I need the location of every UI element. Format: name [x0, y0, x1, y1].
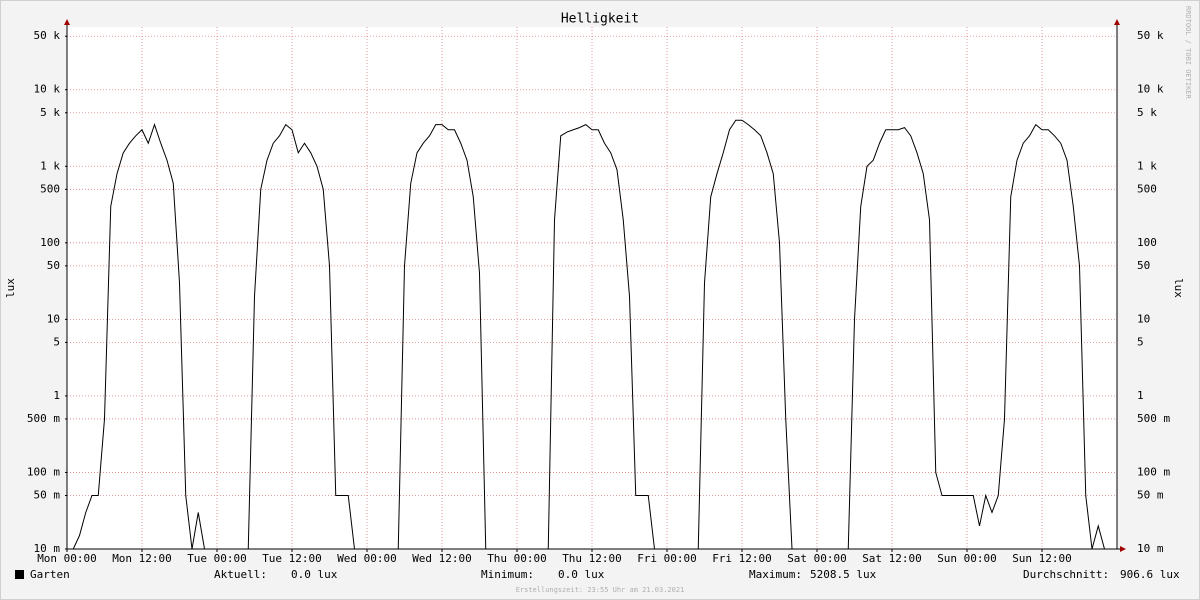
- x-tick-label: Fri 00:00: [637, 552, 697, 565]
- y2-tick-label: 10 m: [1137, 542, 1164, 555]
- x-tick-label: Tue 00:00: [187, 552, 247, 565]
- y2-tick-label: 5: [1137, 335, 1144, 348]
- y2-tick-label: 500 m: [1137, 412, 1170, 425]
- y2-tick-label: 10: [1137, 312, 1150, 325]
- footer: Erstellungszeit: 23:55 Uhr am 21.03.2021: [516, 586, 685, 594]
- y-tick-label: 50 m: [34, 488, 61, 501]
- x-tick-label: Mon 12:00: [112, 552, 172, 565]
- y-tick-label: 1 k: [40, 159, 60, 172]
- watermark: RRDTOOL / TOBI OETIKER: [1184, 6, 1192, 100]
- stat-label: Durchschnitt:: [1023, 568, 1109, 581]
- y2-tick-label: 50: [1137, 259, 1150, 272]
- stat-value: 0.0 lux: [291, 568, 338, 581]
- x-tick-label: Sat 12:00: [862, 552, 922, 565]
- y-tick-label: 1: [53, 389, 60, 402]
- x-tick-label: Sun 00:00: [937, 552, 997, 565]
- stat-value: 0.0 lux: [558, 568, 605, 581]
- y-tick-label: 10: [47, 312, 60, 325]
- x-tick-label: Wed 12:00: [412, 552, 472, 565]
- y2-tick-label: 5 k: [1137, 106, 1157, 119]
- y2-tick-label: 10 k: [1137, 83, 1164, 96]
- y-tick-label: 50 k: [34, 29, 61, 42]
- x-tick-label: Wed 00:00: [337, 552, 397, 565]
- x-tick-label: Thu 00:00: [487, 552, 547, 565]
- x-tick-label: Sun 12:00: [1012, 552, 1072, 565]
- y2-tick-label: 100 m: [1137, 465, 1170, 478]
- legend-label: Garten: [30, 568, 70, 581]
- stat-label: Minimum:: [481, 568, 534, 581]
- x-tick-label: Mon 00:00: [37, 552, 97, 565]
- y-tick-label: 5: [53, 335, 60, 348]
- stat-value: 906.6 lux: [1120, 568, 1180, 581]
- y2-axis-label: lux: [1172, 278, 1185, 298]
- y2-tick-label: 50 k: [1137, 29, 1164, 42]
- stat-label: Maximum:: [749, 568, 802, 581]
- axis-arrow: [64, 19, 70, 25]
- y-tick-label: 100 m: [27, 465, 60, 478]
- y-tick-label: 100: [40, 236, 60, 249]
- stat-label: Aktuell:: [214, 568, 267, 581]
- y-tick-label: 50: [47, 259, 60, 272]
- y-tick-label: 500: [40, 182, 60, 195]
- y2-tick-label: 1 k: [1137, 159, 1157, 172]
- x-tick-label: Thu 12:00: [562, 552, 622, 565]
- chart-title: Helligkeit: [561, 12, 639, 27]
- y2-tick-label: 100: [1137, 236, 1157, 249]
- x-tick-label: Fri 12:00: [712, 552, 772, 565]
- axis-arrow: [1114, 19, 1120, 25]
- y-tick-label: 10 k: [34, 83, 61, 96]
- legend-swatch: [15, 570, 24, 579]
- x-tick-label: Sat 00:00: [787, 552, 847, 565]
- y-tick-label: 10 m: [34, 542, 61, 555]
- axis-arrow: [1120, 546, 1126, 552]
- y2-tick-label: 50 m: [1137, 488, 1164, 501]
- stat-value: 5208.5 lux: [810, 568, 877, 581]
- x-tick-label: Tue 12:00: [262, 552, 322, 565]
- y-axis-label: lux: [4, 278, 17, 298]
- y2-tick-label: 1: [1137, 389, 1144, 402]
- y-tick-label: 5 k: [40, 106, 60, 119]
- y2-tick-label: 500: [1137, 182, 1157, 195]
- y-tick-label: 500 m: [27, 412, 60, 425]
